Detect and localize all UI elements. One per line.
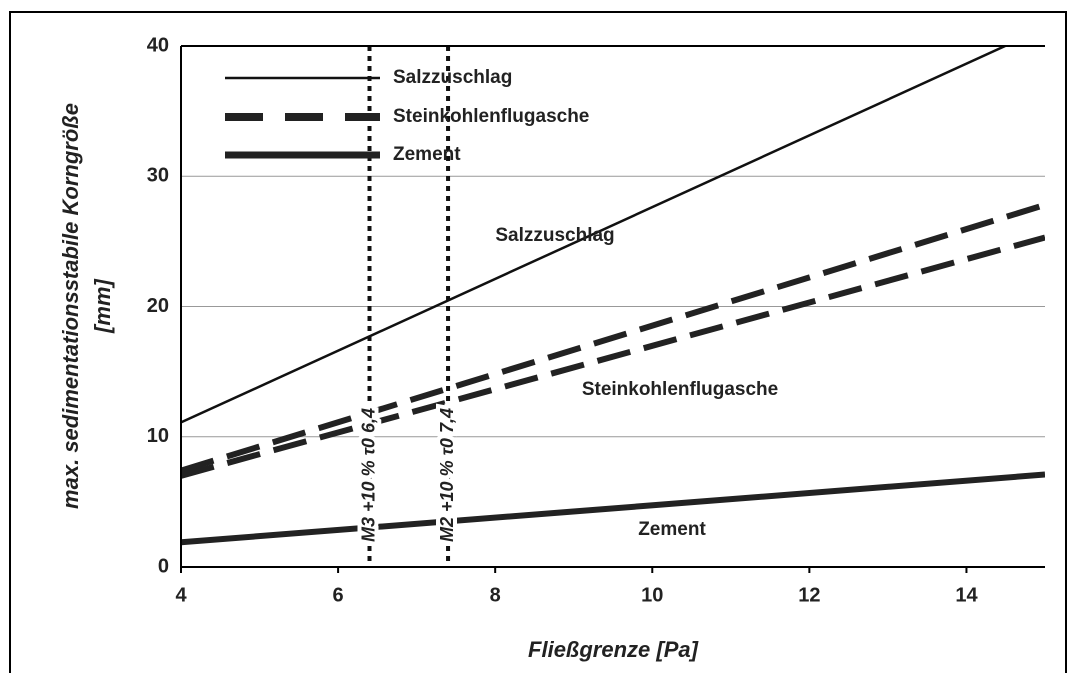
- x-axis-label: Fließgrenze [Pa]: [528, 637, 699, 662]
- y-tick-label: 20: [147, 295, 169, 317]
- x-tick-label: 10: [641, 584, 663, 606]
- annotation: M2 +10 % τ0 7,4: [437, 408, 457, 542]
- legend-label: Steinkohlenflugasche: [393, 106, 589, 127]
- series-label: Steinkohlenflugasche: [582, 379, 778, 400]
- y-tick-label: 40: [147, 34, 169, 56]
- legend-label: Salzzuschlag: [393, 67, 512, 88]
- series-line: [181, 202, 1045, 474]
- series-line: [181, 46, 1009, 424]
- y-tick-label: 10: [147, 425, 169, 447]
- legend-label: Zement: [393, 144, 461, 165]
- y-tick-label: 30: [147, 165, 169, 187]
- x-tick-label: 14: [955, 584, 978, 606]
- x-tick-label: 8: [490, 584, 501, 606]
- y-axis-label: [mm]: [90, 278, 115, 333]
- y-axis-label: max. sedimentationsstabile Korngröße: [58, 103, 83, 509]
- y-tick-label: 0: [158, 555, 169, 577]
- series-label: Zement: [638, 519, 706, 540]
- frame: [9, 11, 1067, 673]
- series-line: [181, 471, 1045, 546]
- annotation: M3 +10 % τ0 6,4: [358, 408, 378, 542]
- series-line: [181, 234, 1045, 479]
- plot-area: [181, 46, 1045, 546]
- x-tick-label: 4: [175, 584, 187, 606]
- series-label: Salzzuschlag: [495, 225, 614, 246]
- x-tick-label: 6: [333, 584, 344, 606]
- x-tick-label: 12: [798, 584, 820, 606]
